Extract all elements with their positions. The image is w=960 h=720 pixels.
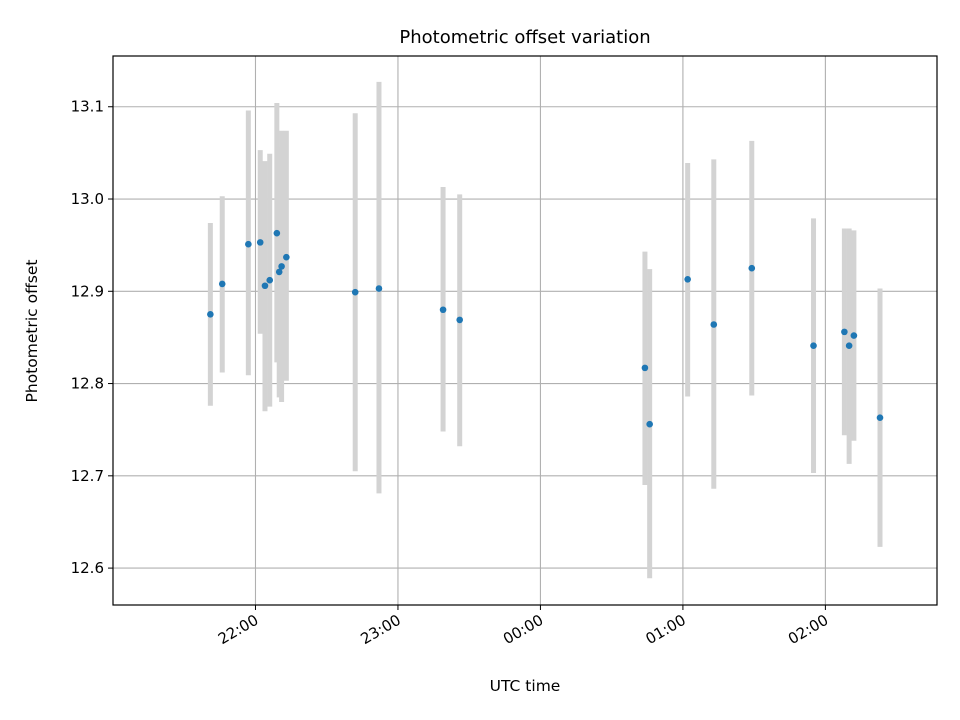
data-point	[850, 332, 858, 339]
data-point	[266, 276, 274, 284]
y-tick-label: 13.1	[71, 98, 104, 116]
data-point	[439, 306, 447, 314]
data-point	[810, 342, 817, 350]
data-point	[261, 282, 269, 290]
data-point	[207, 311, 214, 318]
y-tick-label: 12.6	[71, 559, 104, 577]
data-point	[275, 268, 283, 276]
data-point	[710, 321, 718, 328]
data-point	[278, 263, 285, 270]
data-point	[841, 328, 848, 336]
data-point	[646, 420, 653, 428]
data-point	[845, 342, 853, 350]
data-point	[283, 253, 290, 261]
data-point	[641, 364, 649, 372]
y-axis-label: Photometric offset	[23, 260, 41, 403]
y-tick-label: 12.8	[71, 375, 104, 393]
data-point	[748, 264, 756, 272]
data-point	[456, 316, 463, 324]
data-point	[351, 288, 359, 296]
data-points	[207, 229, 884, 428]
data-point	[684, 275, 691, 283]
data-point	[245, 240, 252, 248]
y-tick-label: 12.7	[71, 467, 104, 485]
data-point	[375, 285, 383, 292]
chart-title: Photometric offset variation	[399, 27, 650, 48]
y-tick-label: 12.9	[71, 282, 104, 300]
data-point	[218, 280, 226, 288]
data-point	[256, 239, 264, 246]
data-point	[273, 229, 281, 237]
data-point	[876, 414, 884, 421]
plot-area-frame	[112, 55, 938, 606]
x-axis-label: UTC time	[490, 677, 561, 695]
y-tick-label: 13.0	[71, 190, 104, 208]
